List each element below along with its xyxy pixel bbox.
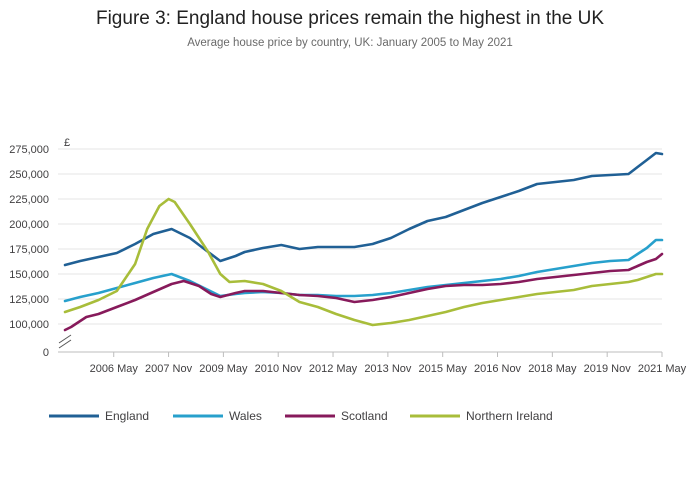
chart-title: Figure 3: England house prices remain th… bbox=[95, 8, 605, 29]
x-tick-label: 2019 Nov bbox=[584, 363, 632, 375]
axes: £0 100,000 125,000 150,000 175,000 200,000 225… bbox=[9, 137, 686, 375]
x-tick-label: 2009 May bbox=[199, 363, 248, 375]
x-tick-label: 2007 Nov bbox=[145, 363, 193, 375]
y-tick-label: 200,000 bbox=[9, 219, 49, 231]
series-lines bbox=[63, 151, 664, 332]
x-tick-label: 2015 May bbox=[419, 363, 468, 375]
y-tick-label: 175,000 bbox=[9, 244, 49, 256]
chart-subtitle: Average house price by country, UK: Janu… bbox=[187, 37, 513, 49]
x-tick-label: 2013 Nov bbox=[364, 363, 412, 375]
series-line-wales bbox=[63, 238, 664, 303]
y-tick-label: 250,000 bbox=[9, 169, 49, 181]
x-tick-label: 2021 May bbox=[638, 363, 687, 375]
axis-break-mark bbox=[58, 339, 72, 349]
x-tick-label: 2010 Nov bbox=[255, 363, 303, 375]
y-tick-label: 275,000 bbox=[9, 144, 49, 156]
series-line-england bbox=[63, 151, 664, 267]
x-tick-label: 2006 May bbox=[90, 363, 139, 375]
y-tick-label: 225,000 bbox=[9, 194, 49, 206]
y-tick-label: 0 bbox=[43, 347, 49, 359]
series-line-northern-ireland bbox=[63, 197, 664, 327]
axis-break-mark bbox=[58, 334, 72, 344]
y-unit-label: £ bbox=[64, 137, 70, 149]
legend-label-wales: Wales bbox=[229, 409, 262, 423]
y-tick-label: 100,000 bbox=[9, 319, 49, 331]
legend-label-scotland: Scotland bbox=[341, 409, 388, 423]
gridlines bbox=[58, 148, 662, 325]
legend-label-england: England bbox=[105, 409, 149, 423]
legend-label-northern-ireland: Northern Ireland bbox=[466, 409, 553, 423]
legend: England Wales Scotland Northern Ireland bbox=[49, 409, 553, 423]
x-tick-label: 2018 May bbox=[528, 363, 577, 375]
y-tick-label: 150,000 bbox=[9, 269, 49, 281]
x-tick-label: 2016 Nov bbox=[474, 363, 522, 375]
series-line-scotland bbox=[63, 252, 664, 332]
y-tick-label: 125,000 bbox=[9, 294, 49, 306]
x-tick-label: 2012 May bbox=[309, 363, 358, 375]
